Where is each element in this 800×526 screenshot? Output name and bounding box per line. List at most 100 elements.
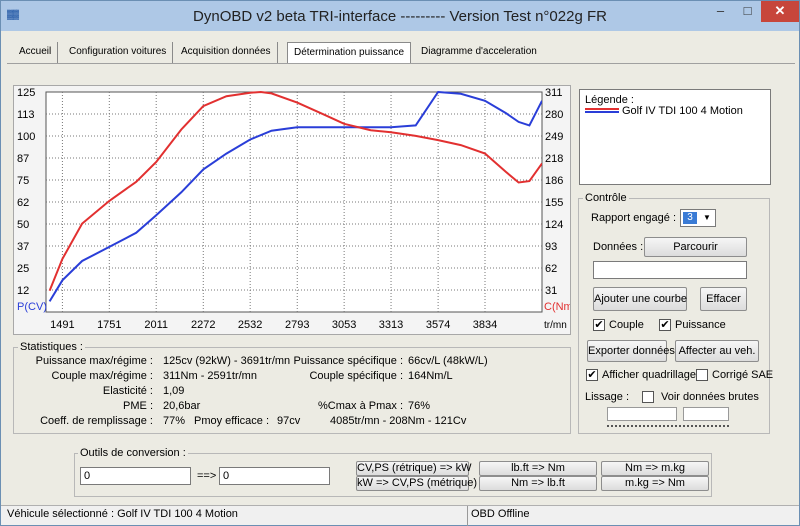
nm-to-lbft-button[interactable]: Nm => lb.ft [479,476,597,491]
x-tick-label: 1751 [97,319,121,331]
lissage-slider-2[interactable] [683,407,729,421]
tab-accueil[interactable]: Accueil [13,42,59,64]
y-right-tick-label: 62 [545,263,557,275]
donnees-brutes-label: Voir données brutes [661,391,759,403]
cmax-value: 311Nm - 2591tr/mn [163,370,257,382]
pmoy-value: 97cv [277,415,301,427]
cv-to-kw-button[interactable]: CV,PS (rétrique) => kW [356,461,472,476]
tab-diagramme-acceleration[interactable]: Diagramme d'acceleration [421,46,537,57]
lissage-label: Lissage : [585,391,630,403]
cmax-pmax-value: 76% [408,400,431,412]
ajouter-courbe-button[interactable]: Ajouter une courbe [593,287,687,311]
parcourir-button[interactable]: Parcourir [644,237,747,257]
y-left-tick-label: 113 [17,109,35,121]
power-torque-chart: 125 311 113 280 100 249 87 218 75 186 62 155 50 124 37… [13,85,576,335]
kw-to-cv-button[interactable]: kW => CV,PS (métrique) [356,476,478,491]
mkg-to-nm-button[interactable]: m.kg => Nm [601,476,709,491]
legend-panel: Légende : Golf IV TDI 100 4 Motion [579,89,771,185]
y-right-tick-label: 280 [545,109,563,121]
tab-configuration-voitures[interactable]: Configuration voitures [63,42,174,64]
elasticite-label: Elasticité : [102,385,153,397]
chevron-down-icon[interactable]: ▼ [703,213,711,222]
remplissage-label: Coeff. de remplissage : [40,415,153,427]
y-right-tick-label: 93 [545,241,557,253]
app-icon: ▓▓ [7,9,19,19]
outils-conversion-title: Outils de conversion : [80,447,186,459]
puissance-checkbox[interactable]: ✔ [659,319,671,331]
x-tick-label: 2793 [285,319,309,331]
status-vehicle: Véhicule sélectionné : Golf IV TDI 100 4… [7,508,238,520]
plot-area [45,91,543,313]
file-path-input[interactable] [593,261,747,279]
effacer-button[interactable]: Effacer [700,287,747,311]
rapport-label: Rapport engagé : [591,212,677,224]
y-left-tick-label: 50 [17,219,29,231]
pme-value: 20,6bar [163,400,201,412]
lissage-slider[interactable] [607,407,677,421]
tab-acquisition-donnees[interactable]: Acquisition données [175,42,278,64]
cmax-pmax-label: %Cmax à Pmax : [318,400,403,412]
nm-to-mkg-button[interactable]: Nm => m.kg [601,461,709,476]
cmax-label: Couple max/régime : [51,370,154,382]
pme-label: PME : [123,400,153,412]
remplissage-value: 77% [163,415,186,427]
pmax-value: 125cv (92kW) - 3691tr/mn [163,355,291,367]
couple-checkbox[interactable]: ✔ [593,319,605,331]
donnees-label: Données : [593,241,644,253]
quadrillage-label: Afficher quadrillage [602,369,696,381]
minimize-button[interactable]: – [716,3,725,18]
tab-determination-puissance[interactable]: Détermination puissance [287,42,412,64]
y-right-tick-label: 218 [545,153,563,165]
y-left-axis-label: P(CV) [17,301,47,313]
summary-text: 4085tr/mn - 208Nm - 121Cv [330,415,467,427]
rapport-value: 3 [683,212,697,224]
y-right-tick-label: 155 [545,197,563,209]
conversion-arrow: ==> [197,470,217,482]
status-bar: Véhicule sélectionné : Golf IV TDI 100 4… [1,505,799,526]
x-tick-label: 3574 [426,319,450,331]
puissance-label: Puissance [675,319,726,331]
donnees-brutes-checkbox[interactable] [642,391,654,403]
exporter-donnees-button[interactable]: Exporter données [587,340,675,362]
x-tick-label: 2532 [238,319,262,331]
sae-label: Corrigé SAE [712,369,774,381]
x-axis-unit-label: tr/mn [544,320,567,331]
legend-entry-label: Golf IV TDI 100 4 Motion [622,105,743,117]
y-left-tick-label: 12 [17,285,29,297]
rapport-select[interactable]: 3 ▼ [680,209,716,227]
statistiques-title: Statistiques : [20,341,83,353]
legend-title: Légende : [585,94,634,106]
y-right-tick-label: 249 [545,131,563,143]
y-left-tick-label: 75 [17,175,29,187]
pmax-label: Puissance max/régime : [35,355,153,367]
outils-conversion-group: Outils de conversion : [74,447,712,497]
close-button[interactable]: ✕ [761,1,799,22]
status-obd: OBD Offline [471,508,530,520]
y-right-tick-label: 124 [545,219,563,231]
tab-panel [7,63,795,503]
statistiques-group: Statistiques : [13,341,571,434]
affecter-vehicule-button[interactable]: Affecter au veh. [675,340,759,362]
title-bar[interactable]: ▓▓ DynOBD v2 beta TRI-interface --------… [1,1,799,31]
x-tick-label: 1491 [50,319,74,331]
y-left-tick-label: 125 [17,87,35,99]
x-tick-label: 2011 [144,319,168,331]
maximize-button[interactable]: □ [743,3,752,18]
cspec-label: Couple spécifique : [309,370,403,382]
sae-checkbox[interactable] [696,369,708,381]
conversion-input[interactable]: 0 [80,467,191,485]
y-right-tick-label: 186 [545,175,563,187]
lbft-to-nm-button[interactable]: lb.ft => Nm [479,461,597,476]
window-title: DynOBD v2 beta TRI-interface --------- V… [193,8,607,25]
pspec-value: 66cv/L (48kW/L) [408,355,488,367]
y-right-axis-label: C(Nm) [544,301,570,313]
quadrillage-checkbox[interactable]: ✔ [586,369,598,381]
pspec-label: Puissance spécifique : [293,355,403,367]
y-left-tick-label: 25 [17,263,29,275]
series-line-couple [48,91,542,292]
series-line-puissance [48,91,542,302]
status-divider [467,506,468,526]
conversion-output[interactable]: 0 [219,467,330,485]
cspec-value: 164Nm/L [408,370,453,382]
y-left-tick-label: 100 [17,131,35,143]
